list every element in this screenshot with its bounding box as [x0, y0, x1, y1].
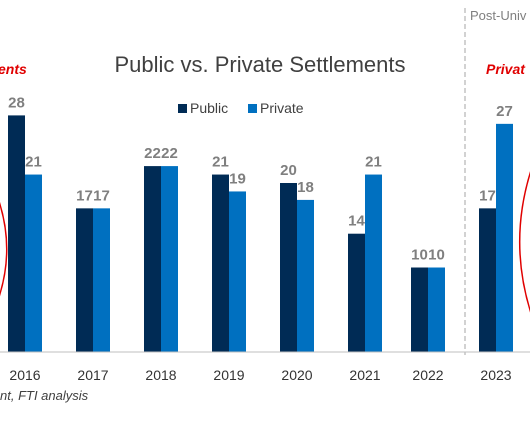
- post-period-label: Post-Univ: [470, 8, 527, 23]
- legend-label-public: Public: [190, 100, 228, 116]
- right-note: Privat: [486, 61, 526, 77]
- data-label-private-2020: 18: [297, 179, 314, 196]
- data-label-public-2023: 17: [479, 187, 496, 204]
- legend-label-private: Private: [260, 100, 304, 116]
- bar-public-2021: [348, 233, 365, 352]
- data-label-public-2021: 14: [348, 213, 365, 230]
- left-note: ents: [0, 61, 27, 77]
- x-tick-2020: 2020: [281, 367, 312, 383]
- data-label-private-2017: 17: [93, 187, 110, 204]
- data-label-public-2017: 17: [76, 187, 93, 204]
- bar-public-2023: [479, 208, 496, 352]
- chart-title: Public vs. Private Settlements: [114, 52, 405, 77]
- bar-private-2021: [365, 174, 382, 352]
- data-label-public-2019: 21: [212, 154, 229, 171]
- bar-public-2020: [280, 183, 297, 352]
- x-tick-2023: 2023: [480, 367, 511, 383]
- bar-private-2018: [161, 166, 178, 352]
- bar-private-2019: [229, 191, 246, 352]
- data-label-private-2022: 10: [428, 247, 445, 264]
- data-label-private-2023: 27: [496, 103, 513, 120]
- bar-public-2019: [212, 174, 229, 352]
- bar-private-2020: [297, 199, 314, 352]
- bar-private-2017: [93, 208, 110, 352]
- bar-private-2023: [496, 123, 513, 352]
- data-label-private-2019: 19: [229, 170, 246, 187]
- bar-public-2018: [144, 166, 161, 352]
- x-tick-2016: 2016: [9, 367, 40, 383]
- source-note: nt, FTI analysis: [0, 388, 89, 403]
- bar-private-2016: [25, 174, 42, 352]
- data-label-public-2020: 20: [280, 162, 297, 179]
- data-label-private-2021: 21: [365, 154, 382, 171]
- bars-group: [8, 115, 513, 353]
- x-tick-2019: 2019: [213, 367, 244, 383]
- x-tick-2017: 2017: [77, 367, 108, 383]
- bar-public-2017: [76, 208, 93, 352]
- legend-swatch-private: [248, 104, 257, 113]
- data-label-private-2018: 22: [161, 145, 178, 162]
- data-label-public-2016: 28: [8, 94, 25, 111]
- bar-public-2022: [411, 267, 428, 352]
- chart-legend: Public Private: [178, 100, 304, 116]
- x-tick-2018: 2018: [145, 367, 176, 383]
- data-label-public-2018: 22: [144, 145, 161, 162]
- data-label-private-2016: 21: [25, 154, 42, 171]
- x-tick-2021: 2021: [349, 367, 380, 383]
- x-tick-2022: 2022: [412, 367, 443, 383]
- left-ellipse-annotation: [0, 201, 8, 297]
- x-tick-labels: 2016 2017 2018 2019 2020 2021 2022 2023: [9, 367, 511, 383]
- legend-swatch-public: [178, 104, 187, 113]
- right-ellipse-annotation: [519, 171, 530, 313]
- bar-private-2022: [428, 267, 445, 352]
- data-label-public-2022: 10: [411, 247, 428, 264]
- bar-public-2016: [8, 115, 25, 353]
